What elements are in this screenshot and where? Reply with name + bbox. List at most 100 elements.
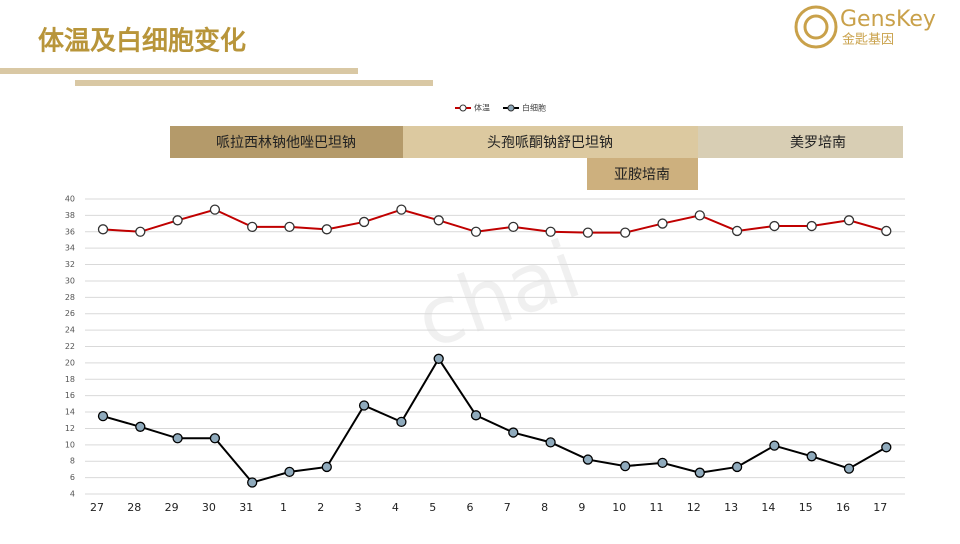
data-point <box>843 463 855 474</box>
x-tick-label: 13 <box>724 501 738 514</box>
logo: GensKey 金匙基因 <box>794 5 936 49</box>
regimen-bar <box>403 126 698 158</box>
logo-text: GensKey <box>840 7 936 32</box>
y-tick-label: 30 <box>65 276 75 285</box>
x-tick-label: 31 <box>239 501 253 514</box>
data-point <box>843 215 855 226</box>
x-tick-label: 1 <box>280 501 287 514</box>
data-point <box>657 457 668 469</box>
slide-title: 体温及白细胞变化 <box>38 26 246 57</box>
regimen-label: 头孢哌酮钠舒巴坦钠 <box>487 134 613 151</box>
x-tick-label: 12 <box>687 501 701 514</box>
data-point <box>582 454 594 465</box>
data-point <box>545 226 556 237</box>
legend-label: 白细胞 <box>522 103 546 113</box>
x-tick-label: 16 <box>836 501 850 514</box>
data-point <box>657 218 668 229</box>
y-tick-label: 40 <box>65 195 75 204</box>
data-point <box>769 440 780 451</box>
x-tick-label: 9 <box>578 501 585 514</box>
data-point <box>284 466 295 478</box>
x-tick-label: 7 <box>504 501 511 514</box>
regimen-label: 美罗培南 <box>790 135 846 151</box>
data-point <box>806 451 817 462</box>
x-tick-label: 15 <box>799 501 813 514</box>
regimen-bar <box>698 126 903 158</box>
data-point <box>881 442 892 453</box>
x-tick-label: 6 <box>467 501 474 514</box>
x-tick-label: 8 <box>541 501 548 514</box>
y-tick-label: 12 <box>65 424 75 433</box>
data-point <box>172 215 183 226</box>
watermark: chai <box>404 223 592 367</box>
y-tick-label: 28 <box>65 293 75 302</box>
data-point <box>694 210 705 221</box>
data-point <box>731 225 743 237</box>
data-point <box>135 421 146 432</box>
x-tick-label: 2 <box>317 501 324 514</box>
data-point <box>97 411 109 422</box>
data-point <box>97 224 109 235</box>
y-tick-label: 16 <box>65 391 75 400</box>
regimen-label: 哌拉西林钠他唑巴坦钠 <box>216 134 356 151</box>
data-point <box>620 227 631 238</box>
data-point <box>209 433 221 444</box>
x-tick-label: 10 <box>612 501 626 514</box>
series-line <box>102 356 887 484</box>
data-point <box>769 220 780 232</box>
logo-icon <box>803 14 829 40</box>
data-point <box>209 204 221 215</box>
legend-swatch <box>507 104 515 112</box>
y-tick-label: 6 <box>70 473 75 482</box>
data-point <box>321 224 332 235</box>
data-point <box>470 226 482 237</box>
x-tick-label: 4 <box>392 501 399 514</box>
regimen-label: 亚胺培南 <box>614 167 670 183</box>
x-tick-label: 17 <box>873 501 887 514</box>
y-tick-label: 32 <box>65 260 75 269</box>
data-point <box>135 226 146 237</box>
y-tick-label: 38 <box>65 211 75 220</box>
y-tick-label: 22 <box>65 342 75 351</box>
legend-swatch <box>459 104 467 112</box>
data-point <box>433 215 444 226</box>
y-tick-label: 4 <box>70 490 75 499</box>
y-tick-label: 10 <box>65 440 75 449</box>
data-point <box>620 460 631 472</box>
logo-icon <box>794 5 838 49</box>
regimen-bar <box>587 158 698 190</box>
data-point <box>881 225 892 237</box>
legend-label: 体温 <box>474 103 490 113</box>
data-point <box>247 477 258 488</box>
regimen-bar <box>170 126 403 158</box>
y-tick-label: 18 <box>65 375 75 384</box>
y-tick-label: 14 <box>65 408 75 417</box>
y-tick-label: 24 <box>65 326 75 335</box>
data-point <box>508 221 519 233</box>
x-tick-label: 30 <box>202 501 216 514</box>
y-tick-label: 8 <box>70 457 75 466</box>
series-line <box>102 208 887 234</box>
x-tick-label: 5 <box>429 501 436 514</box>
data-point <box>321 461 332 473</box>
x-tick-label: 27 <box>90 501 104 514</box>
data-point <box>545 437 556 448</box>
data-point <box>433 353 444 364</box>
y-tick-label: 34 <box>65 244 75 253</box>
x-tick-label: 3 <box>355 501 362 514</box>
data-point <box>358 400 370 411</box>
data-point <box>731 461 743 473</box>
data-point <box>582 227 594 238</box>
logo-subtext: 金匙基因 <box>842 32 894 48</box>
x-tick-label: 28 <box>127 501 141 514</box>
y-tick-label: 26 <box>65 309 75 318</box>
data-point <box>508 427 519 438</box>
data-point <box>284 221 295 233</box>
data-point <box>806 220 817 232</box>
x-tick-label: 14 <box>761 501 775 514</box>
data-point <box>172 433 183 444</box>
data-point <box>396 204 407 215</box>
